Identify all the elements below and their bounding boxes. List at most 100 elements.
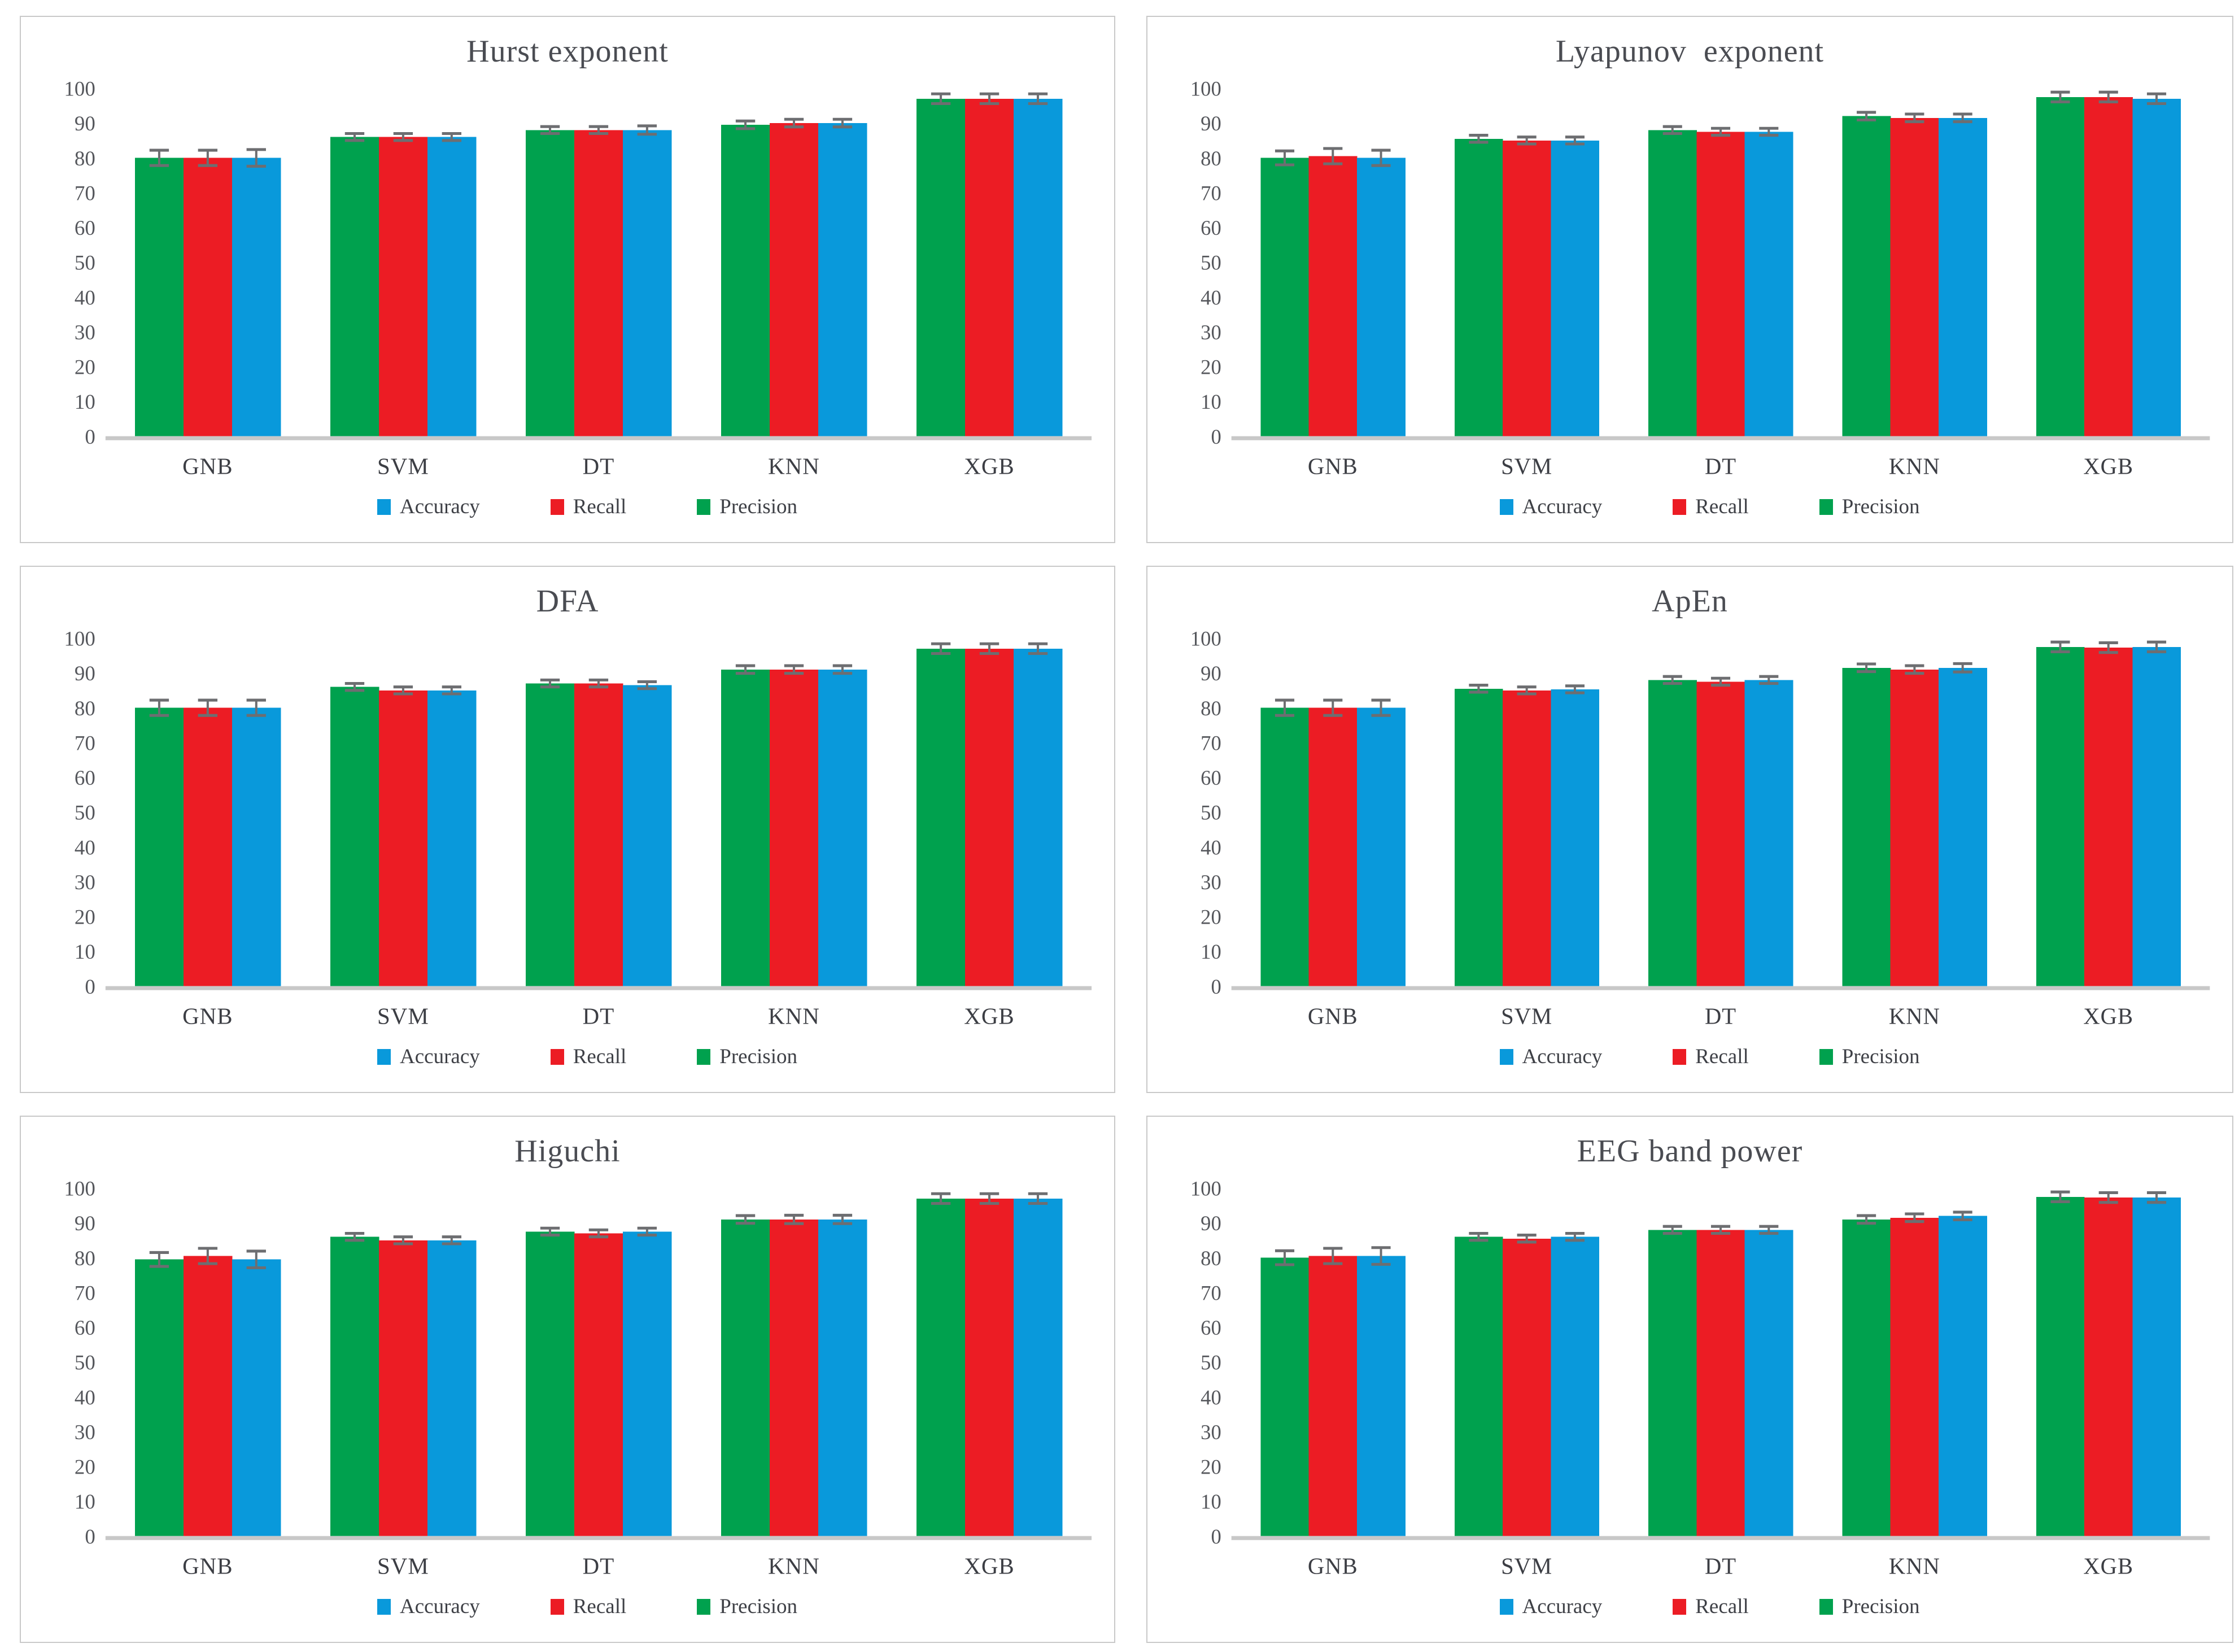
svg-text:100: 100	[64, 1177, 95, 1200]
svg-text:40: 40	[75, 286, 95, 309]
svg-text:DT: DT	[583, 1003, 615, 1029]
svg-text:10: 10	[75, 1491, 95, 1514]
svg-text:0: 0	[85, 426, 95, 449]
legend-item-precision: Precision	[697, 495, 797, 519]
svg-text:70: 70	[1201, 732, 1221, 755]
legend-swatch-accuracy	[377, 1048, 391, 1065]
bar-chart: 0 10 20 30 40 50 60 70 80 90 100 GNB SVM DT KNN XGB	[64, 1177, 1092, 1579]
svg-text:10: 10	[1201, 391, 1221, 414]
svg-text:60: 60	[1201, 1317, 1221, 1340]
svg-text:60: 60	[75, 767, 95, 790]
chart-legend: Accuracy Recall Precision	[21, 1594, 1114, 1642]
legend-item-precision: Precision	[697, 1044, 797, 1069]
chart-legend: Accuracy Recall Precision	[1147, 1044, 2232, 1092]
svg-text:SVM: SVM	[377, 1553, 429, 1579]
svg-text:DT: DT	[1705, 1003, 1736, 1029]
svg-text:90: 90	[1201, 662, 1221, 685]
svg-text:100: 100	[64, 627, 95, 650]
bar-chart: 0 10 20 30 40 50 60 70 80 90 100 GNB SVM DT KNN XGB	[1190, 1177, 2210, 1579]
svg-text:10: 10	[75, 941, 95, 964]
svg-text:90: 90	[1201, 1212, 1221, 1235]
svg-text:40: 40	[75, 1386, 95, 1409]
svg-text:XGB: XGB	[964, 453, 1014, 479]
chart-legend: Accuracy Recall Precision	[21, 1044, 1114, 1092]
legend-item-recall: Recall	[550, 1044, 627, 1069]
chart-panel-apen: ApEn 0 10 20 30 40 50 60 70 80 90 100 GNB SVM DT KNN XG…	[1146, 566, 2233, 1093]
svg-text:DT: DT	[583, 453, 615, 479]
legend-label: Precision	[719, 495, 797, 518]
legend-swatch-recall	[550, 1048, 564, 1065]
legend-label: Recall	[1695, 495, 1749, 518]
legend-item-accuracy: Accuracy	[377, 495, 480, 519]
svg-text:20: 20	[75, 1456, 95, 1479]
svg-text:50: 50	[1201, 251, 1221, 274]
svg-text:60: 60	[1201, 767, 1221, 790]
svg-text:GNB: GNB	[182, 1003, 233, 1029]
legend-swatch-recall	[550, 499, 564, 515]
svg-text:40: 40	[1201, 286, 1221, 309]
legend-item-accuracy: Accuracy	[1499, 1044, 1602, 1069]
svg-text:XGB: XGB	[964, 1003, 1014, 1029]
svg-text:80: 80	[75, 697, 95, 720]
svg-text:50: 50	[1201, 1351, 1221, 1374]
svg-text:XGB: XGB	[2083, 453, 2133, 479]
svg-text:GNB: GNB	[1308, 1003, 1358, 1029]
bar-chart: 0 10 20 30 40 50 60 70 80 90 100 GNB SVM DT KNN XGB	[1190, 77, 2210, 479]
svg-text:10: 10	[75, 391, 95, 414]
chart-panel-lyapunov-exponent: Lyapunov exponent 0 10 20 30 40 50 60 70 80 90 100…	[1146, 16, 2233, 543]
svg-text:KNN: KNN	[768, 1553, 820, 1579]
legend-label: Recall	[1695, 1045, 1749, 1068]
chart-legend: Accuracy Recall Precision	[1147, 1594, 2232, 1642]
svg-text:DT: DT	[1705, 453, 1736, 479]
legend-swatch-recall	[1673, 499, 1687, 515]
svg-text:80: 80	[75, 147, 95, 171]
legend-label: Precision	[719, 1045, 797, 1068]
legend-item-recall: Recall	[1673, 1044, 1749, 1069]
svg-text:30: 30	[75, 1421, 95, 1444]
svg-text:20: 20	[1201, 906, 1221, 929]
legend-swatch-precision	[1819, 1048, 1833, 1065]
svg-text:30: 30	[1201, 1421, 1221, 1444]
legend-item-accuracy: Accuracy	[377, 1594, 480, 1619]
svg-text:KNN: KNN	[1889, 453, 1940, 479]
legend-label: Accuracy	[400, 1595, 480, 1618]
legend-swatch-precision	[1819, 1598, 1833, 1615]
svg-text:70: 70	[1201, 1282, 1221, 1305]
legend-label: Recall	[1695, 1595, 1749, 1618]
svg-text:KNN: KNN	[1889, 1003, 1940, 1029]
bar-chart: 0 10 20 30 40 50 60 70 80 90 100 GNB SVM DT KNN XGB	[64, 77, 1092, 479]
svg-text:SVM: SVM	[1501, 1003, 1552, 1029]
chart-title: DFA	[536, 584, 599, 619]
legend-label: Precision	[1841, 1595, 1920, 1618]
legend-label: Accuracy	[1522, 495, 1603, 518]
svg-text:90: 90	[75, 1212, 95, 1235]
svg-text:50: 50	[75, 251, 95, 274]
svg-text:20: 20	[1201, 356, 1221, 379]
svg-text:GNB: GNB	[1308, 453, 1358, 479]
legend-item-accuracy: Accuracy	[1499, 1594, 1602, 1619]
svg-text:90: 90	[75, 662, 95, 685]
chart-title: ApEn	[1652, 584, 1728, 619]
legend-item-accuracy: Accuracy	[1499, 495, 1603, 519]
legend-swatch-recall	[1673, 1048, 1687, 1065]
chart-title: Hurst exponent	[466, 34, 669, 69]
legend-label: Recall	[573, 495, 627, 518]
legend-label: Recall	[573, 1595, 627, 1618]
legend-swatch-recall	[550, 1598, 564, 1615]
svg-text:0: 0	[1211, 1525, 1221, 1548]
legend-item-precision: Precision	[1819, 1044, 1919, 1069]
svg-text:10: 10	[1201, 1491, 1221, 1514]
legend-swatch-precision	[1819, 499, 1833, 515]
legend-item-recall: Recall	[1673, 495, 1749, 519]
legend-swatch-recall	[1673, 1598, 1687, 1615]
svg-text:20: 20	[75, 356, 95, 379]
legend-label: Recall	[573, 1045, 627, 1068]
bar-chart: 0 10 20 30 40 50 60 70 80 90 100 GNB SVM DT KNN XGB	[1190, 627, 2210, 1029]
chart-panel-higuchi: Higuchi 0 10 20 30 40 50 60 70 80 90 100 GNB SVM DT KN…	[20, 1116, 1115, 1643]
svg-text:KNN: KNN	[768, 453, 820, 479]
legend-label: Accuracy	[400, 1045, 480, 1068]
svg-text:XGB: XGB	[2083, 1553, 2133, 1579]
legend-swatch-accuracy	[377, 499, 391, 515]
svg-text:20: 20	[75, 906, 95, 929]
